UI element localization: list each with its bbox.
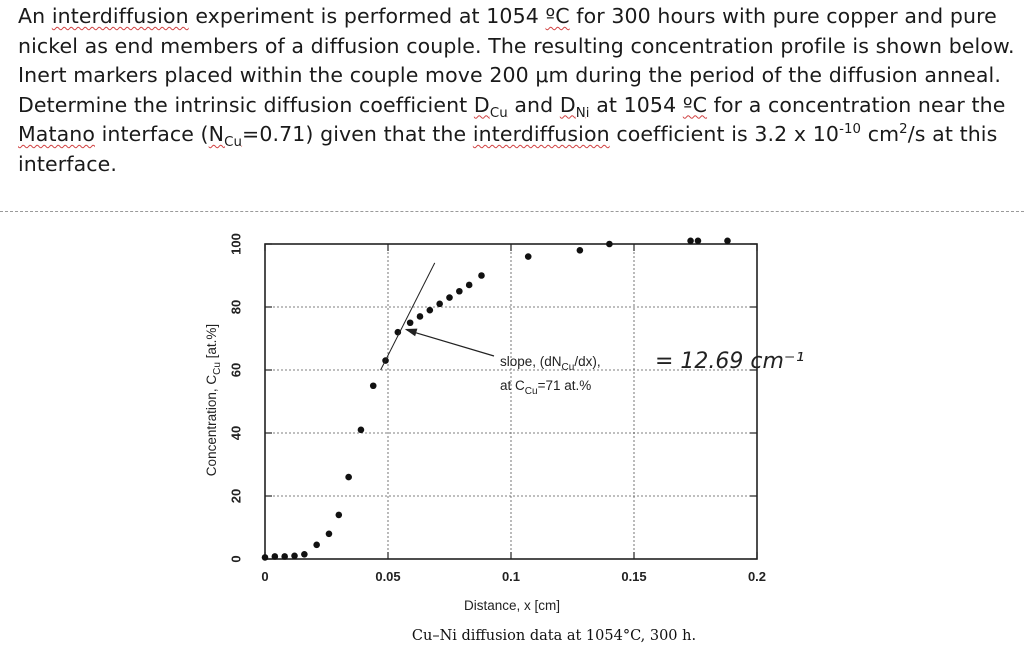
- spellcheck-word: Matano: [18, 122, 95, 146]
- data-point: [357, 426, 365, 434]
- data-points: [261, 237, 731, 561]
- y-tick-label: 20: [228, 489, 243, 503]
- data-point: [261, 554, 269, 561]
- data-point: [301, 550, 308, 558]
- data-point: [465, 281, 473, 289]
- data-point: [416, 313, 424, 320]
- x-tick-label: 0: [261, 569, 268, 584]
- y-tick-label: 100: [228, 233, 243, 255]
- data-point: [335, 511, 343, 519]
- spellcheck-word: interdiffusion: [51, 4, 189, 28]
- data-point: [426, 306, 434, 314]
- x-tick-label: 0.15: [621, 569, 646, 584]
- data-point: [456, 287, 463, 295]
- y-tick-label: 40: [228, 426, 243, 440]
- data-point: [687, 237, 694, 245]
- axis-ticks: 0 20 40 60 80 100 0 0.05 0.1 0.15 0.2: [228, 233, 766, 584]
- y-tick-label: 80: [228, 300, 243, 314]
- section-divider: [0, 211, 1024, 212]
- data-point: [369, 382, 377, 390]
- x-tick-label: 0.2: [748, 569, 766, 584]
- data-point: [724, 237, 731, 245]
- figure-caption: Cu–Ni diffusion data at 1054°C, 300 h.: [412, 628, 696, 644]
- grid-lines: [265, 244, 757, 559]
- data-point: [436, 300, 443, 308]
- x-tick-label: 0.05: [375, 569, 400, 584]
- data-point: [694, 237, 702, 245]
- x-axis-label: Distance, x [cm]: [464, 598, 560, 613]
- data-point: [524, 253, 532, 260]
- data-point: [406, 319, 414, 327]
- data-point: [281, 553, 288, 560]
- data-point: [325, 530, 333, 538]
- y-axis-label: Concentration, CCu [at.%]: [204, 324, 223, 476]
- symbol-dcu: DCu: [473, 92, 508, 121]
- x-tick-label: 0.1: [502, 569, 520, 584]
- handwritten-slope-value: = 12.69 cm⁻¹: [655, 349, 804, 374]
- symbol-ncu: NCu: [208, 122, 243, 151]
- annotation-arrowhead: [404, 328, 418, 337]
- slope-annotation-line2: at CCu=71 at.%: [500, 378, 591, 397]
- data-point: [446, 294, 453, 301]
- data-point: [394, 328, 402, 336]
- tangent-line: [380, 262, 436, 371]
- symbol-dni: DNi: [559, 92, 590, 121]
- data-point: [576, 247, 584, 254]
- y-tick-label: 0: [228, 555, 243, 562]
- spellcheck-word: interdiffusion: [472, 122, 610, 146]
- data-point: [291, 552, 298, 560]
- problem-statement: An interdiffusion experiment is performe…: [18, 4, 1015, 176]
- data-point: [313, 541, 320, 549]
- data-point: [271, 553, 279, 560]
- data-point: [345, 473, 352, 481]
- annotation-arrow: [406, 329, 495, 357]
- slope-annotation-line1: slope, (dNCu/dx),: [500, 354, 601, 373]
- y-tick-label: 60: [228, 363, 243, 377]
- data-point: [478, 272, 485, 279]
- data-point: [606, 240, 613, 248]
